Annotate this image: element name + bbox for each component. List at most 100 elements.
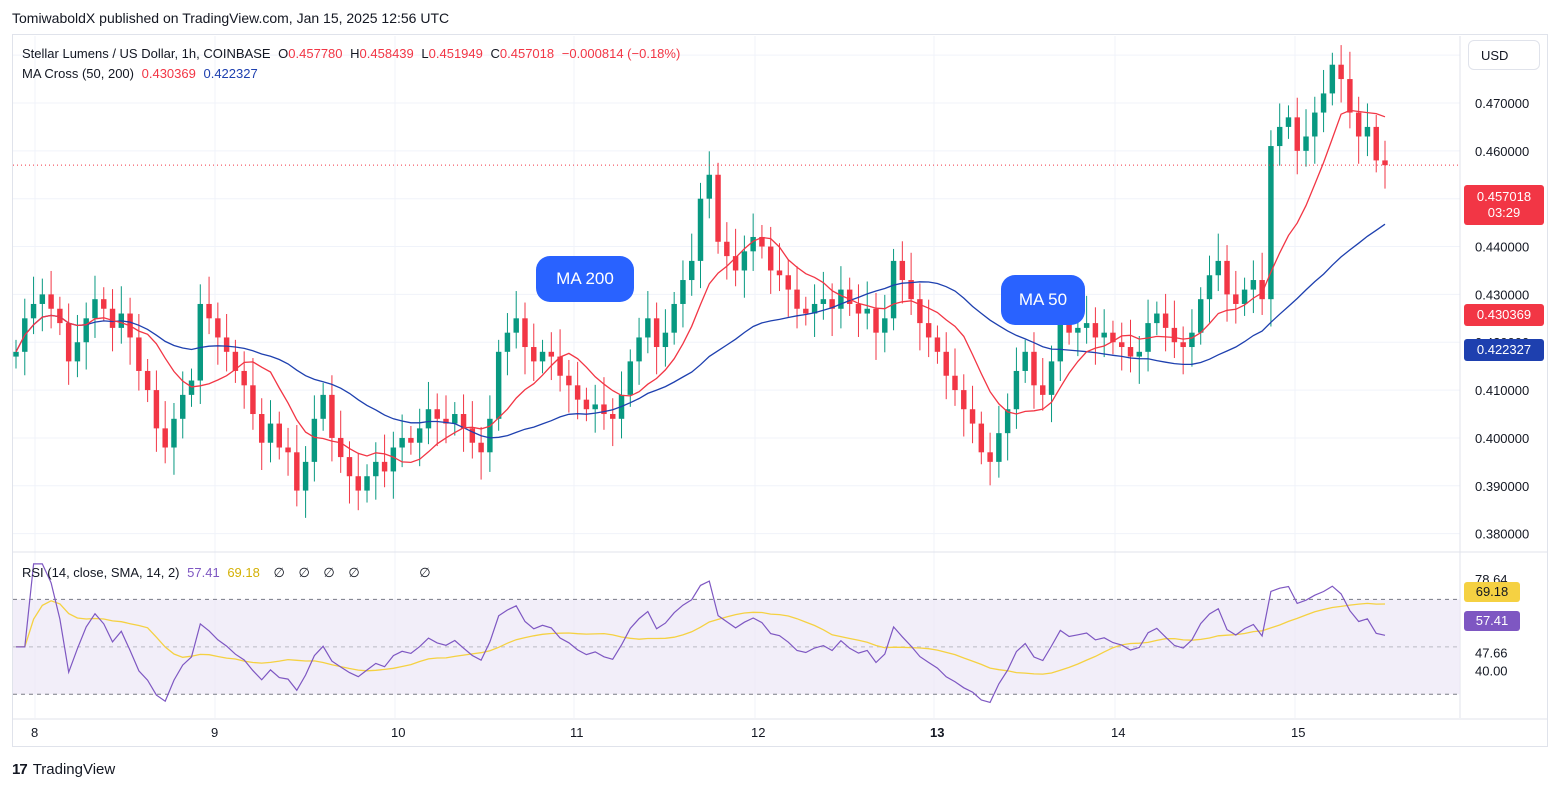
open-label: O (278, 46, 289, 61)
candle-body (1206, 275, 1213, 300)
footer-brand[interactable]: 17 TradingView (12, 761, 115, 778)
candle-body (917, 299, 923, 324)
candle-body (390, 447, 397, 472)
candle-body (706, 174, 712, 199)
candle-body (899, 260, 906, 281)
candle-body (855, 303, 862, 314)
candle-body (373, 461, 379, 477)
x-tick-label: 13 (930, 725, 944, 740)
candle-body (1013, 370, 1020, 410)
change-value: −0.000814 (−0.18%) (561, 46, 681, 61)
candle-body (767, 246, 774, 271)
currency-button[interactable]: USD (1468, 40, 1540, 70)
close-label: C (490, 46, 500, 61)
rsi-tick-label: 40.00 (1475, 664, 1508, 679)
candle-body (1364, 126, 1371, 137)
candle-body (1048, 361, 1055, 395)
high-value: 0.458439 (359, 46, 414, 61)
candle-body (610, 414, 616, 419)
candle-body (294, 452, 300, 491)
high-label: H (350, 46, 360, 61)
candle-body (583, 399, 590, 410)
candle-body (715, 174, 721, 242)
candle-body (759, 236, 765, 247)
candle-body (144, 370, 151, 391)
candle-body (724, 241, 730, 257)
ma50-badge: 0.430369 (1464, 304, 1544, 326)
candle-body (952, 375, 958, 391)
candle-body (443, 418, 449, 424)
ma200-badge: 0.422327 (1464, 339, 1544, 361)
candle-body (741, 251, 748, 271)
candle-body (1180, 342, 1186, 348)
candle-body (969, 409, 976, 424)
candle-body (250, 385, 256, 415)
candle-body (311, 418, 318, 462)
candle-body (1031, 351, 1037, 386)
y-tick-label: 0.440000 (1475, 240, 1529, 255)
published-by-text: TomiwaboldX published on TradingView.com… (12, 10, 450, 26)
candle-body (1241, 289, 1248, 304)
candle-body (1329, 64, 1336, 94)
candle-body (1136, 351, 1143, 357)
candle-body (864, 308, 870, 314)
rsi-line (16, 563, 1386, 704)
candle-body (592, 404, 598, 410)
candle-body (452, 414, 458, 424)
candle-body (811, 303, 818, 314)
candle-body (215, 318, 221, 338)
candle-body (996, 433, 1002, 462)
candle-body (531, 347, 537, 362)
candle-body (1224, 260, 1230, 295)
candle-body (171, 418, 177, 448)
candle-body (1127, 347, 1134, 357)
candle-body (1162, 313, 1169, 328)
candle-body (820, 299, 827, 304)
candle-body (689, 260, 695, 281)
candle-body (671, 303, 677, 333)
candle-body (1276, 126, 1283, 147)
candle-body (416, 428, 423, 443)
candle-body (908, 280, 914, 300)
candle-body (241, 370, 247, 386)
candle-body (890, 260, 897, 319)
candle-body (1066, 318, 1072, 333)
candle-body (30, 303, 37, 319)
last-price-value: 0.457018 (1476, 189, 1532, 204)
candle-body (627, 361, 634, 395)
candle-body (355, 476, 361, 491)
chart-frame (12, 34, 1548, 747)
candle-body (13, 351, 19, 357)
candle-body (285, 447, 291, 453)
x-tick-label: 14 (1111, 725, 1125, 740)
low-label: L (421, 46, 429, 61)
candle-body (232, 351, 239, 371)
rsi-sma-value: 69.18 (227, 565, 260, 580)
candle-body (1197, 299, 1204, 333)
rsi-empty-mark: ∅ (419, 565, 431, 580)
candle-body (961, 390, 967, 410)
rsi-empty-mark: ∅ (323, 565, 335, 580)
candle-body (750, 236, 756, 252)
candle-body (513, 318, 519, 333)
last-price-badge: 0.457018 03:29 (1464, 185, 1544, 225)
candle-body (180, 394, 186, 419)
candle-body (197, 303, 204, 381)
candle-body (434, 409, 440, 419)
footer-brand-label: TradingView (32, 761, 116, 778)
candle-body (1312, 112, 1318, 137)
candle-body (653, 318, 660, 348)
candle-body (1347, 79, 1353, 113)
candle-body (188, 380, 195, 395)
open-value: 0.457780 (288, 46, 343, 61)
candle-body (223, 337, 230, 352)
candle-body (302, 461, 309, 491)
candle-body (1119, 342, 1125, 348)
candle-body (320, 394, 326, 419)
candle-body (258, 414, 265, 443)
candle-body (574, 385, 581, 400)
countdown-value: 03:29 (1487, 205, 1521, 220)
candle-body (732, 256, 739, 271)
candle-body (83, 318, 89, 343)
